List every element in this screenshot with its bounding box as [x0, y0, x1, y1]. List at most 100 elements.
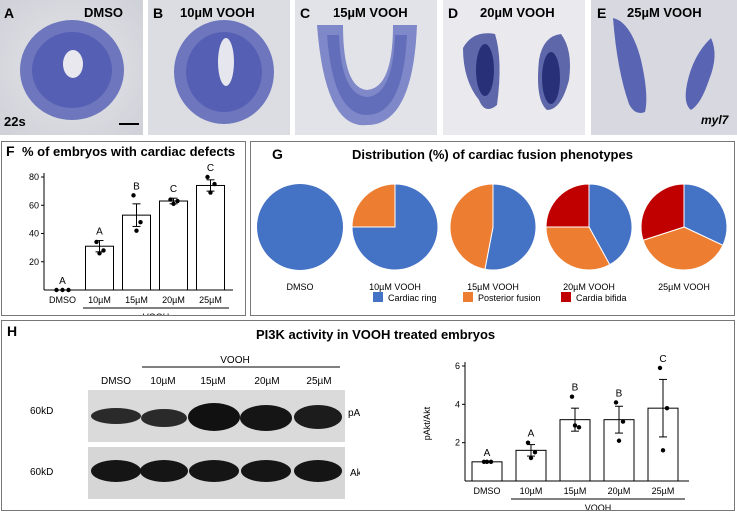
micrograph-e [591, 0, 737, 135]
panel-letter-h: H [7, 323, 18, 339]
micrograph-a [0, 0, 143, 135]
pie-slice [640, 183, 685, 241]
gene-label: myl7 [701, 113, 729, 127]
panel-h-title: PI3K activity in VOOH treated embryos [256, 327, 496, 342]
panel-letter-g: G [272, 146, 283, 162]
data-point [97, 251, 102, 256]
data-point [488, 459, 494, 465]
panel-label-d: 20µM VOOH [480, 5, 555, 20]
band-pakt-3 [188, 403, 240, 431]
scale-bar [119, 123, 139, 125]
data-point [171, 201, 176, 207]
pie-label: 10µM VOOH [369, 282, 421, 292]
data-point [569, 394, 575, 399]
x-tick-label: DMSO [474, 486, 501, 496]
data-point [212, 181, 217, 187]
pie-slice [545, 183, 590, 228]
pie-slice [484, 183, 537, 271]
data-point [138, 220, 143, 225]
pie-slice [351, 183, 439, 271]
data-point [660, 448, 666, 453]
significance-letter: A [96, 227, 103, 238]
pie-slice [545, 226, 611, 271]
band-akt-4 [241, 460, 291, 482]
data-point [208, 190, 213, 195]
data-point [613, 400, 619, 405]
pie-label: 20µM VOOH [563, 282, 615, 292]
pie-slice [449, 183, 494, 270]
micrograph-d [443, 0, 585, 135]
y-tick-label: 2 [455, 438, 460, 448]
size-marker-2: 60kD [30, 467, 53, 478]
western-blot: VOOH DMSO 10µM 15µM 20µM 25µM 60kD 60kD … [30, 355, 360, 499]
band-pakt-4 [240, 405, 292, 431]
panel-letter-e: E [597, 5, 607, 21]
data-point [484, 459, 490, 465]
pie-slice [683, 183, 728, 246]
pie-label: 25µM VOOH [658, 282, 710, 292]
micrograph-b-image [148, 0, 290, 135]
data-point [205, 174, 210, 180]
significance-letter: B [133, 181, 140, 192]
data-point [532, 450, 538, 455]
x-tick-label: 10µM [88, 295, 111, 305]
band-pakt-5 [294, 405, 342, 429]
significance-letter: A [59, 276, 66, 287]
size-marker-1: 60kD [30, 406, 53, 417]
pie-slice [588, 183, 633, 266]
panel-label-a: DMSO [84, 5, 123, 20]
x-tick-label: 15µM [125, 295, 148, 305]
band-akt-5 [294, 460, 342, 482]
panel-letter-a: A [4, 5, 15, 21]
pie-label: DMSO [287, 282, 314, 292]
legend-swatch [561, 292, 571, 302]
y-tick-label: 40 [29, 229, 39, 239]
panel-label-c: 15µM VOOH [333, 5, 408, 20]
data-point [131, 193, 136, 198]
data-point [620, 419, 626, 424]
data-point [101, 248, 106, 253]
panel-label-b: 10µM VOOH [180, 5, 255, 20]
chart-h: 2 4 6 pAkt/Akt A DMSO A 10µM B 15µM B 20µM C 25µM VOOH [422, 354, 689, 510]
band-pakt-1 [91, 408, 141, 424]
data-point [657, 365, 663, 371]
blot-lane-2: 15µM [200, 376, 225, 387]
panel-letter-f: F [6, 143, 15, 159]
micrograph-c-image [295, 0, 437, 135]
significance-letter: C [659, 354, 666, 365]
y-tick-label: 4 [455, 399, 460, 409]
y-tick-label: 60 [29, 200, 39, 210]
x-tick-label: 20µM [608, 486, 631, 496]
data-point [168, 197, 173, 202]
legend-label: Cardia bifida [576, 293, 627, 303]
data-point [94, 239, 99, 245]
legend-label: Posterior fusion [478, 293, 541, 303]
bar [159, 200, 188, 291]
micrograph-d-image [443, 0, 585, 135]
band-akt-2 [140, 460, 188, 482]
data-point [525, 440, 531, 445]
blot-lane-1: 10µM [150, 376, 175, 387]
panel-letter-b: B [153, 5, 164, 21]
panel-letter-c: C [300, 5, 311, 21]
pie-slice [642, 226, 724, 271]
micrograph-c [295, 0, 437, 135]
x-tick-label: 25µM [199, 295, 222, 305]
micrograph-e-image [591, 0, 737, 135]
y-tick-label: 6 [455, 361, 460, 371]
data-point [60, 287, 65, 293]
micrograph-a-image [0, 0, 143, 135]
data-point [576, 425, 582, 430]
chart-g: DMSO 10µM VOOH 15µM VOOH 20µM VOOH 25µM VOOH… [257, 183, 728, 303]
blot-lane-3: 20µM [254, 376, 279, 387]
significance-letter: C [170, 184, 177, 195]
band-pakt-2 [141, 409, 187, 427]
data-point [528, 455, 534, 461]
data-point [66, 287, 71, 293]
pie-slice [257, 184, 343, 270]
y-axis-label: pAkt/Akt [422, 406, 432, 440]
data-point [664, 405, 670, 411]
panel-f-frame [1, 141, 246, 316]
panel-g-title: Distribution (%) of cardiac fusion pheno… [352, 147, 633, 162]
band-akt-3 [189, 460, 239, 482]
